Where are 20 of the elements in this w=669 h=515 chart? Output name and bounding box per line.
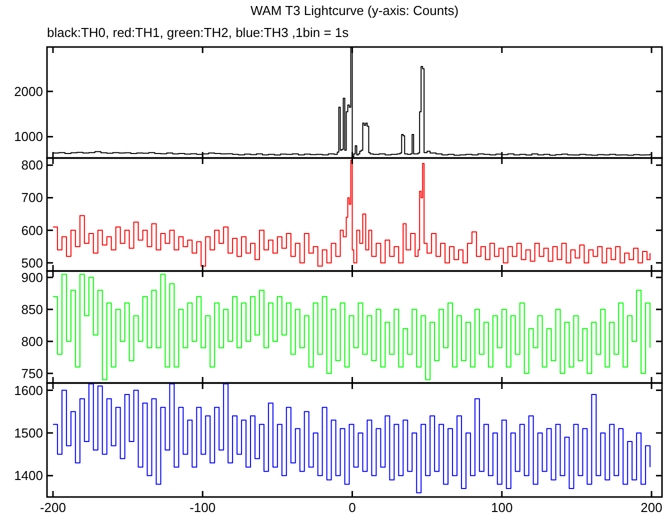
y-tick-label: 2000	[14, 84, 43, 99]
x-tick-label: -200	[40, 500, 66, 515]
x-tick-label: 200	[640, 500, 662, 515]
y-tick-label: 800	[21, 334, 43, 349]
x-tick-label: 100	[491, 500, 513, 515]
y-tick-label: 800	[21, 158, 43, 173]
y-tick-label: 500	[21, 255, 43, 270]
x-tick-label: 0	[348, 500, 356, 515]
chart-subtitle: black:TH0, red:TH1, green:TH2, blue:TH3 ,1bin = 1s	[47, 25, 350, 40]
y-tick-label: 1500	[14, 425, 43, 440]
x-tick-label: -100	[190, 500, 216, 515]
y-tick-label: 750	[21, 366, 43, 381]
y-tick-label: 850	[21, 302, 43, 317]
y-tick-label: 700	[21, 190, 43, 206]
chart-title: WAM T3 Lightcurve (y-axis: Counts)	[250, 3, 459, 18]
y-tick-label: 600	[21, 222, 43, 238]
y-tick-label: 1400	[14, 468, 43, 484]
y-tick-label: 1000	[14, 129, 43, 144]
y-tick-label: 1600	[14, 382, 43, 398]
y-tick-label: 900	[21, 270, 43, 285]
